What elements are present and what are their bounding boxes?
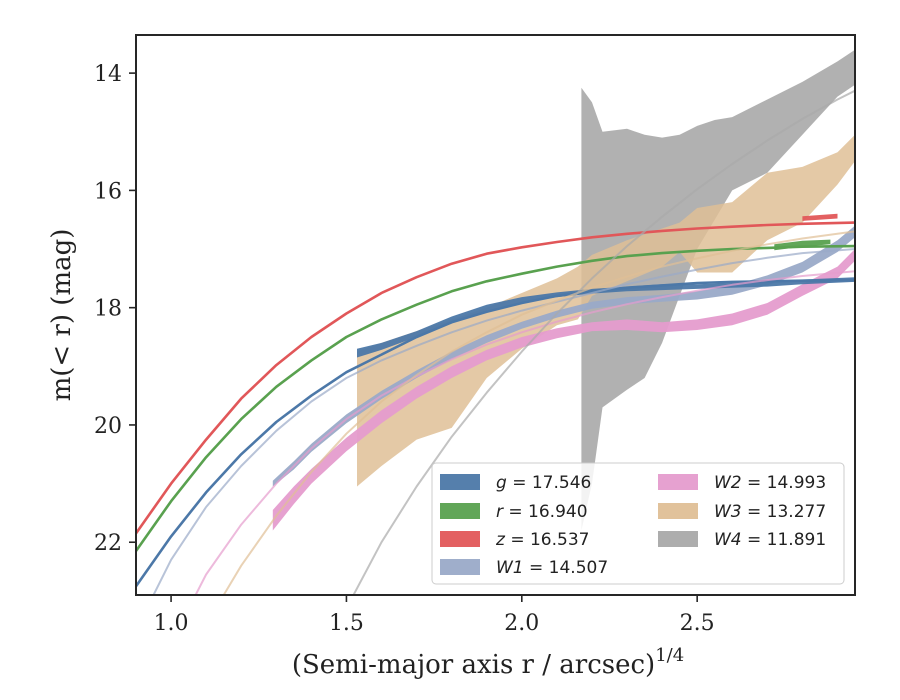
legend-swatch-w1 [440, 559, 480, 575]
ticks-layer: 1.0 1.5 2.0 2.5 14 16 18 20 22 [94, 62, 715, 636]
legend-series-value: = 16.537 [505, 530, 590, 550]
legend-series-value: = 11.891 [742, 530, 827, 550]
legend-swatch-g [440, 474, 480, 490]
legend-label-w2: W2 = 14.993 [714, 473, 826, 493]
legend-series-name: z [495, 530, 506, 550]
band-g [357, 277, 855, 358]
y-axis-label: m(< r) (mag) [47, 229, 77, 402]
legend-label-g: g = 17.546 [496, 473, 591, 493]
legend-series-name: r [496, 502, 504, 522]
series-layer [136, 49, 855, 595]
legend-series-name: W2 [714, 473, 742, 493]
legend-swatch-r [440, 503, 480, 519]
legend-swatch-w4 [658, 531, 698, 547]
legend-swatch-z [440, 531, 480, 547]
band-z [802, 213, 838, 221]
x-axis-label-exponent: 1/4 [655, 645, 684, 666]
legend-label-z: z = 16.537 [495, 530, 589, 550]
legend-label-r: r = 16.940 [496, 502, 588, 522]
x-axis-label: (Semi-major axis r / arcsec)1/4 [292, 645, 684, 680]
x-tick-label: 1.5 [329, 611, 364, 636]
legend-label-w1: W1 = 14.507 [496, 558, 608, 578]
y-tick-label: 16 [94, 179, 122, 204]
model-line-g [136, 278, 855, 587]
legend-label-w3: W3 = 13.277 [714, 502, 826, 522]
y-tick-label: 22 [94, 531, 122, 556]
y-tick-label: 20 [94, 414, 122, 439]
band-w2 [272, 249, 855, 531]
legend-box [431, 462, 845, 585]
x-tick-label: 1.0 [154, 611, 189, 636]
band-w1 [272, 225, 855, 487]
band-w3 [357, 134, 855, 487]
legend-series-value: = 14.993 [742, 473, 827, 493]
legend-label-w4: W4 = 11.891 [714, 530, 826, 550]
y-tick-label: 14 [94, 62, 122, 87]
legend-series-value: = 14.507 [524, 558, 609, 578]
band-w4 [581, 49, 855, 531]
plot-frame [135, 34, 856, 596]
model-line-w4 [352, 89, 855, 595]
legend-series-value: = 16.940 [503, 502, 588, 522]
x-axis-label-text: (Semi-major axis r / arcsec) [292, 650, 655, 680]
model-line-w2 [194, 270, 855, 595]
model-line-r [136, 244, 855, 552]
legend-series-value: = 17.546 [507, 473, 592, 493]
legend-series-name: W3 [714, 502, 742, 522]
legend-series-value: = 13.277 [742, 502, 827, 522]
model-line-w3 [222, 230, 855, 595]
legend-series-name: W4 [714, 530, 742, 550]
x-tick-label: 2.5 [680, 611, 715, 636]
legend-series-name: W1 [496, 558, 524, 578]
x-tick-label: 2.0 [504, 611, 539, 636]
legend-swatch-w3 [658, 503, 698, 519]
model-line-z [136, 221, 855, 535]
y-tick-label: 18 [94, 297, 122, 322]
model-line-w1 [152, 248, 855, 595]
legend-swatch-w2 [658, 474, 698, 490]
legend-series-name: g [496, 473, 507, 493]
